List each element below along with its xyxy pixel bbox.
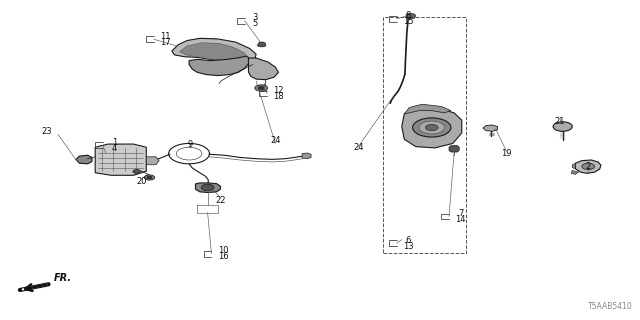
Text: 18: 18 <box>273 92 284 101</box>
Polygon shape <box>483 125 497 131</box>
Circle shape <box>553 122 572 131</box>
Text: 21: 21 <box>555 116 565 126</box>
Text: 11: 11 <box>160 32 171 41</box>
Polygon shape <box>575 160 601 173</box>
Polygon shape <box>179 43 247 61</box>
Text: 6: 6 <box>406 236 411 245</box>
Polygon shape <box>195 183 220 193</box>
Bar <box>383 17 466 253</box>
Text: 5: 5 <box>252 19 257 28</box>
Text: 7: 7 <box>458 209 463 218</box>
Polygon shape <box>76 155 92 164</box>
Text: 13: 13 <box>403 242 413 251</box>
Text: 20: 20 <box>136 177 147 186</box>
Text: 3: 3 <box>252 13 257 22</box>
Circle shape <box>582 163 595 170</box>
Circle shape <box>426 124 438 131</box>
Polygon shape <box>572 163 575 169</box>
Text: 24: 24 <box>270 136 280 145</box>
Circle shape <box>413 118 451 137</box>
Polygon shape <box>95 144 147 175</box>
Text: 8: 8 <box>406 12 411 20</box>
Text: 10: 10 <box>218 246 228 255</box>
Text: 1: 1 <box>112 138 117 147</box>
Text: 14: 14 <box>455 215 466 224</box>
Text: 4: 4 <box>112 144 117 153</box>
Text: 2: 2 <box>586 162 591 171</box>
Polygon shape <box>406 13 416 19</box>
Polygon shape <box>404 104 451 114</box>
Polygon shape <box>248 58 278 80</box>
Text: FR.: FR. <box>54 273 72 283</box>
Polygon shape <box>189 56 250 76</box>
Circle shape <box>419 121 445 134</box>
Polygon shape <box>172 38 256 63</box>
Text: 19: 19 <box>501 149 512 158</box>
Polygon shape <box>402 108 462 148</box>
Circle shape <box>201 184 214 191</box>
Text: 17: 17 <box>160 38 171 47</box>
Text: 23: 23 <box>42 127 52 136</box>
Text: 16: 16 <box>218 252 228 261</box>
Text: 12: 12 <box>273 86 284 95</box>
Text: 24: 24 <box>353 143 364 152</box>
Circle shape <box>145 175 155 180</box>
Polygon shape <box>302 153 311 159</box>
Circle shape <box>255 85 268 91</box>
Circle shape <box>258 86 264 90</box>
Circle shape <box>133 170 141 173</box>
Text: T5AAB5410: T5AAB5410 <box>588 302 633 311</box>
Text: 22: 22 <box>216 196 227 205</box>
Polygon shape <box>571 170 579 174</box>
Polygon shape <box>257 42 266 47</box>
Text: 15: 15 <box>403 17 413 26</box>
Polygon shape <box>147 157 159 165</box>
Circle shape <box>147 176 152 179</box>
Polygon shape <box>449 146 460 152</box>
Text: 9: 9 <box>187 140 193 149</box>
